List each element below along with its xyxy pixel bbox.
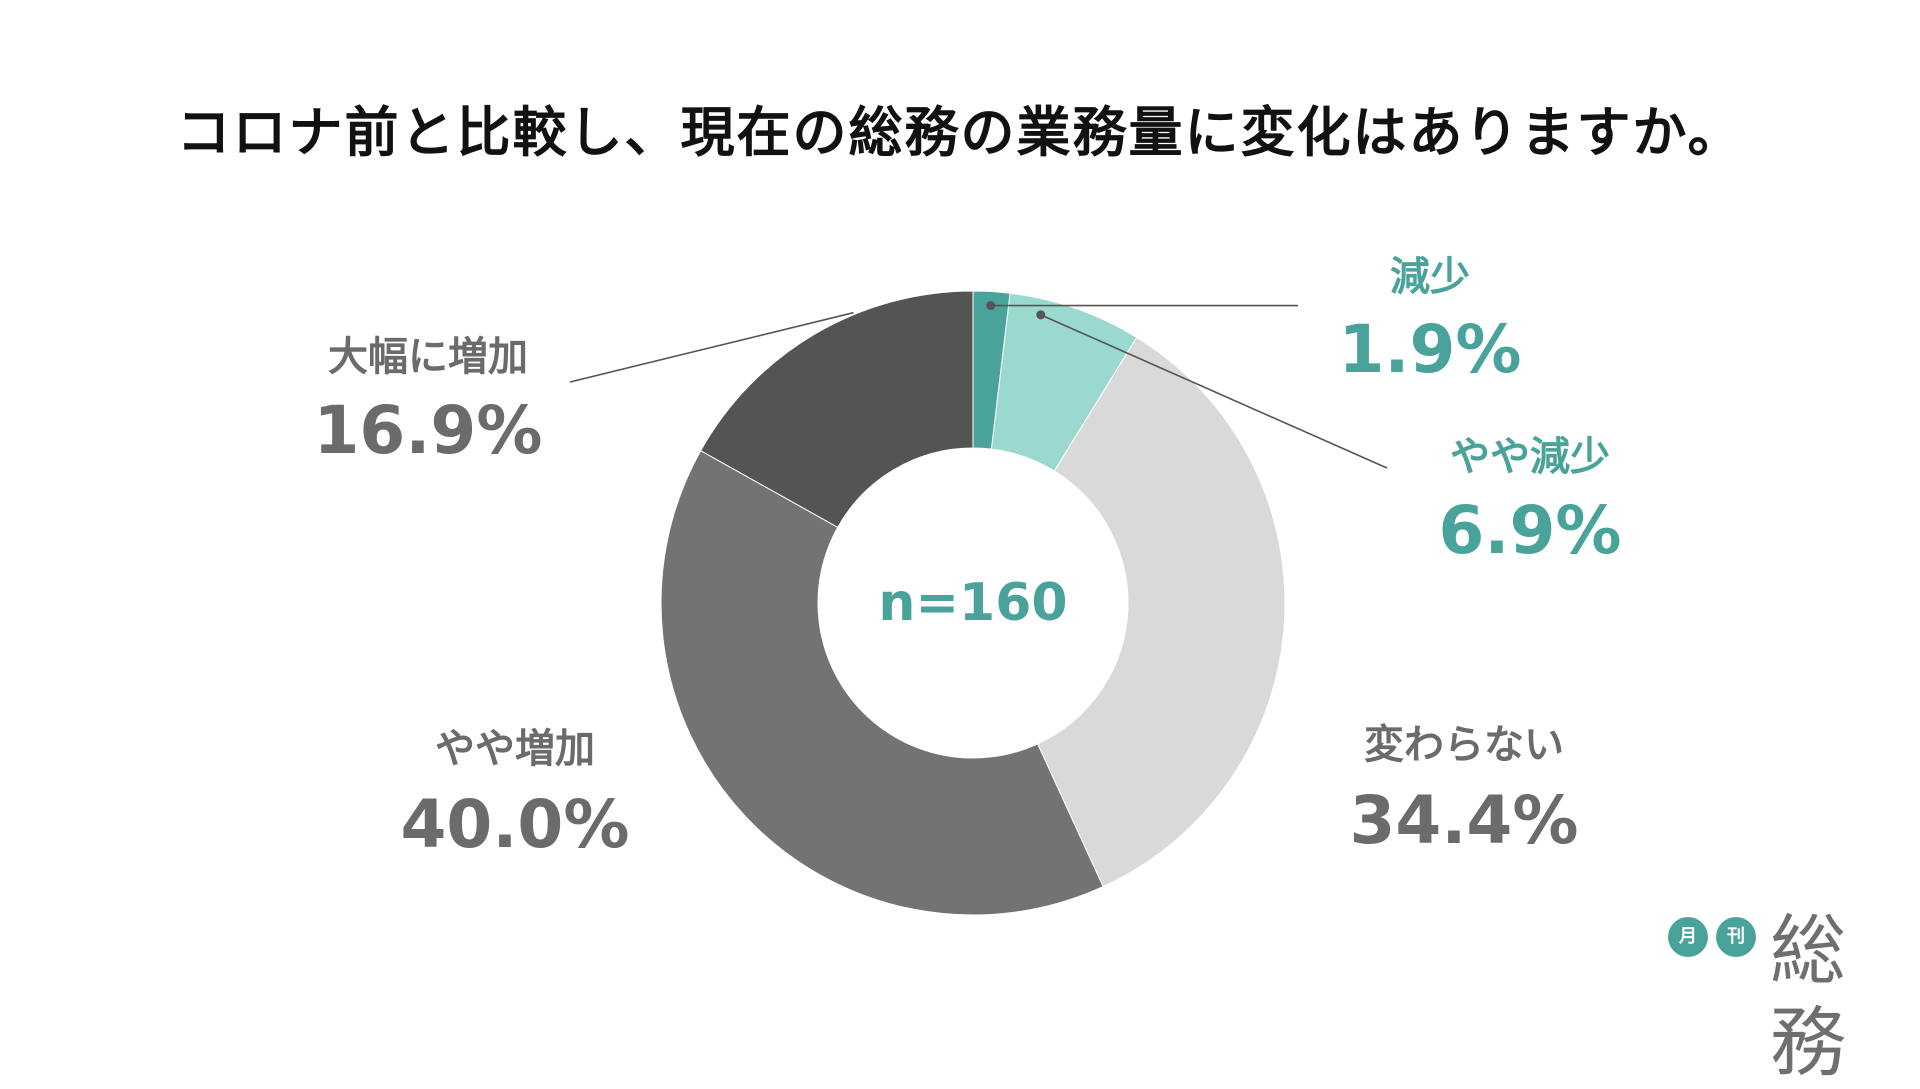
brand-badge-month: 月 — [1668, 917, 1708, 957]
leader-line — [569, 311, 854, 383]
slice-labels: 減少 1.9% やや減少 6.9% 変わらない 34.4% やや増加 40.0% 大幅に増加 16… — [314, 254, 1622, 863]
chart-title: コロナ前と比較し、現在の総務の業務量に変化はありますか。 — [176, 101, 1744, 164]
donut-slices — [660, 290, 1286, 916]
leader-dot — [986, 301, 996, 311]
brand-name: 総務 — [1770, 906, 1846, 1087]
slice-name-label: やや減少 — [1450, 434, 1610, 480]
brand-logo: 月 刊 総務 — [1668, 905, 1908, 1087]
slice-value-label: 40.0% — [401, 786, 630, 863]
slice-name-label: やや増加 — [435, 726, 595, 772]
slice-value-label: 34.4% — [1350, 782, 1579, 859]
slice-name-label: 減少 — [1390, 254, 1470, 300]
leader-dot — [1036, 310, 1046, 320]
donut-slice — [700, 290, 974, 529]
slice-name-label: 変わらない — [1364, 722, 1564, 768]
slice-value-label: 16.9% — [314, 392, 543, 469]
slice-name-label: 大幅に増加 — [328, 334, 528, 380]
slice-value-label: 6.9% — [1438, 492, 1621, 569]
donut-chart: 減少 1.9% やや減少 6.9% 変わらない 34.4% やや増加 40.0% 大幅に増加 16… — [314, 254, 1622, 916]
leader-lines — [569, 301, 1388, 469]
slice-value-label: 1.9% — [1338, 311, 1521, 388]
center-label: n=160 — [878, 573, 1067, 633]
donut-slice — [660, 450, 1104, 916]
leader-line — [1040, 314, 1388, 469]
brand-badge-publication: 刊 — [1716, 917, 1756, 957]
donut-slice — [1036, 336, 1286, 888]
